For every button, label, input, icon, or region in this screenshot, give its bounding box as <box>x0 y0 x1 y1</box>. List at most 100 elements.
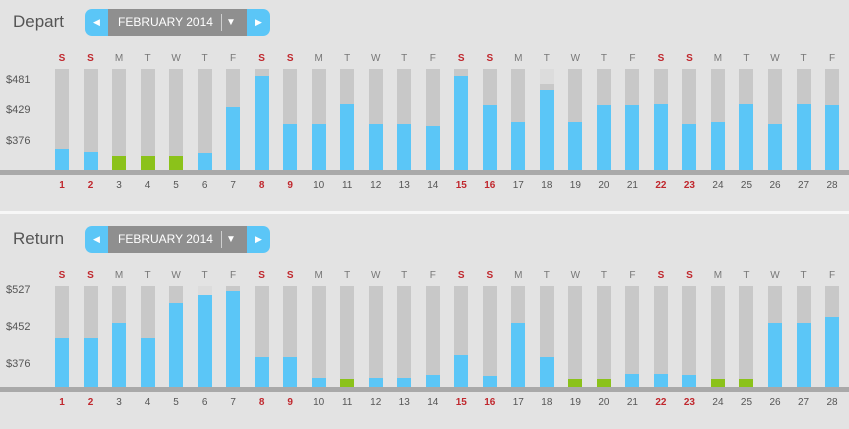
depart-fare-bar[interactable] <box>55 148 69 170</box>
depart-fare-bar[interactable] <box>197 153 212 170</box>
return-date-label[interactable]: 17 <box>512 397 524 408</box>
return-date-label[interactable]: 24 <box>712 397 724 408</box>
return-date-label[interactable]: 10 <box>313 397 325 408</box>
depart-fare-bar[interactable] <box>768 123 782 170</box>
depart-date-label[interactable]: 1 <box>59 180 65 191</box>
depart-date-label[interactable]: 6 <box>201 180 208 191</box>
depart-fare-bar[interactable] <box>710 122 725 170</box>
depart-fare-bar[interactable] <box>397 124 412 170</box>
return-day-column[interactable] <box>425 286 440 387</box>
return-date-label[interactable]: 3 <box>116 397 122 408</box>
return-day-column[interactable] <box>596 286 611 387</box>
return-date-label[interactable]: 4 <box>144 397 151 408</box>
depart-month-select[interactable]: FEBRUARY 2014 ▼ <box>108 9 247 36</box>
return-fare-bar[interactable] <box>596 379 611 387</box>
return-date-label[interactable]: 5 <box>173 397 179 408</box>
return-day-column[interactable] <box>482 286 497 387</box>
depart-date-label[interactable]: 7 <box>230 180 236 191</box>
return-day-column[interactable] <box>682 286 697 387</box>
return-day-column[interactable] <box>653 286 668 387</box>
depart-day-column[interactable] <box>169 69 184 170</box>
return-fare-bar[interactable] <box>568 379 583 387</box>
return-fare-bar[interactable] <box>368 378 383 387</box>
depart-day-column[interactable] <box>83 69 98 170</box>
return-date-label[interactable]: 26 <box>769 397 781 408</box>
depart-date-label[interactable]: 21 <box>626 180 638 191</box>
return-fare-bar[interactable] <box>739 379 754 387</box>
return-date-label[interactable]: 1 <box>59 397 65 408</box>
depart-date-label[interactable]: 2 <box>87 180 94 191</box>
depart-date-label[interactable]: 22 <box>655 180 667 191</box>
depart-fare-bar[interactable] <box>454 75 469 170</box>
depart-date-label[interactable]: 27 <box>797 180 810 191</box>
return-date-label[interactable]: 13 <box>398 397 410 408</box>
depart-fare-bar[interactable] <box>511 121 526 170</box>
return-date-label[interactable]: 27 <box>797 397 810 408</box>
depart-day-column[interactable] <box>140 69 155 170</box>
return-fare-bar[interactable] <box>340 379 355 387</box>
depart-date-label[interactable]: 24 <box>712 180 724 191</box>
return-fare-bar[interactable] <box>55 337 69 387</box>
return-day-column[interactable] <box>710 286 725 387</box>
depart-date-label[interactable]: 14 <box>427 180 439 191</box>
depart-fare-bar[interactable] <box>482 104 497 170</box>
return-date-label[interactable]: 25 <box>740 397 753 408</box>
depart-date-label[interactable]: 13 <box>398 180 410 191</box>
depart-date-label[interactable]: 17 <box>512 180 524 191</box>
return-fare-bar[interactable] <box>112 322 127 387</box>
depart-fare-bar[interactable] <box>796 103 811 170</box>
depart-date-label[interactable]: 5 <box>173 180 179 191</box>
depart-date-label[interactable]: 26 <box>769 180 781 191</box>
depart-date-label[interactable]: 16 <box>484 180 496 191</box>
depart-date-label[interactable]: 4 <box>144 180 151 191</box>
depart-fare-bar[interactable] <box>568 121 583 170</box>
return-fare-bar[interactable] <box>283 356 298 387</box>
depart-fare-bar[interactable] <box>825 104 840 170</box>
return-date-label[interactable]: 2 <box>87 397 94 408</box>
depart-date-label[interactable]: 11 <box>341 180 353 191</box>
return-day-column[interactable] <box>739 286 754 387</box>
return-date-label[interactable]: 6 <box>201 397 208 408</box>
return-date-label[interactable]: 8 <box>258 397 265 408</box>
return-fare-bar[interactable] <box>625 374 640 387</box>
return-date-label[interactable]: 28 <box>826 397 838 408</box>
depart-date-label[interactable]: 12 <box>370 180 382 191</box>
return-date-label[interactable]: 21 <box>626 397 638 408</box>
depart-day-column[interactable] <box>55 69 69 170</box>
return-day-column[interactable] <box>625 286 640 387</box>
depart-fare-bar[interactable] <box>539 89 554 170</box>
return-fare-bar[interactable] <box>482 376 497 387</box>
depart-fare-bar[interactable] <box>254 75 269 170</box>
return-fare-bar[interactable] <box>653 374 668 387</box>
depart-fare-bar[interactable] <box>739 103 754 170</box>
depart-date-label[interactable]: 15 <box>455 180 467 191</box>
depart-date-label[interactable]: 23 <box>683 180 695 191</box>
return-date-label[interactable]: 14 <box>427 397 439 408</box>
return-date-label[interactable]: 19 <box>569 397 581 408</box>
depart-date-label[interactable]: 19 <box>569 180 581 191</box>
depart-date-label[interactable]: 9 <box>287 180 293 191</box>
return-fare-bar[interactable] <box>311 378 326 387</box>
return-fare-bar[interactable] <box>254 356 269 387</box>
return-fare-bar[interactable] <box>83 337 98 387</box>
return-fare-bar[interactable] <box>768 322 782 387</box>
return-day-column[interactable] <box>340 286 355 387</box>
return-day-column[interactable] <box>397 286 412 387</box>
return-next-month-button[interactable]: ▶ <box>247 226 270 253</box>
depart-fare-bar[interactable] <box>169 156 184 170</box>
depart-fare-bar[interactable] <box>140 156 155 170</box>
return-date-label[interactable]: 18 <box>541 397 553 408</box>
depart-date-label[interactable]: 25 <box>740 180 753 191</box>
depart-fare-bar[interactable] <box>226 107 241 170</box>
return-fare-bar[interactable] <box>796 322 811 387</box>
return-date-label[interactable]: 16 <box>484 397 496 408</box>
return-fare-bar[interactable] <box>169 303 184 387</box>
return-day-column[interactable] <box>568 286 583 387</box>
return-fare-bar[interactable] <box>682 375 697 387</box>
depart-date-label[interactable]: 8 <box>258 180 265 191</box>
return-fare-bar[interactable] <box>539 357 554 387</box>
depart-fare-bar[interactable] <box>653 104 668 170</box>
return-date-label[interactable]: 9 <box>287 397 293 408</box>
depart-date-label[interactable]: 18 <box>541 180 553 191</box>
return-date-label[interactable]: 11 <box>341 397 353 408</box>
